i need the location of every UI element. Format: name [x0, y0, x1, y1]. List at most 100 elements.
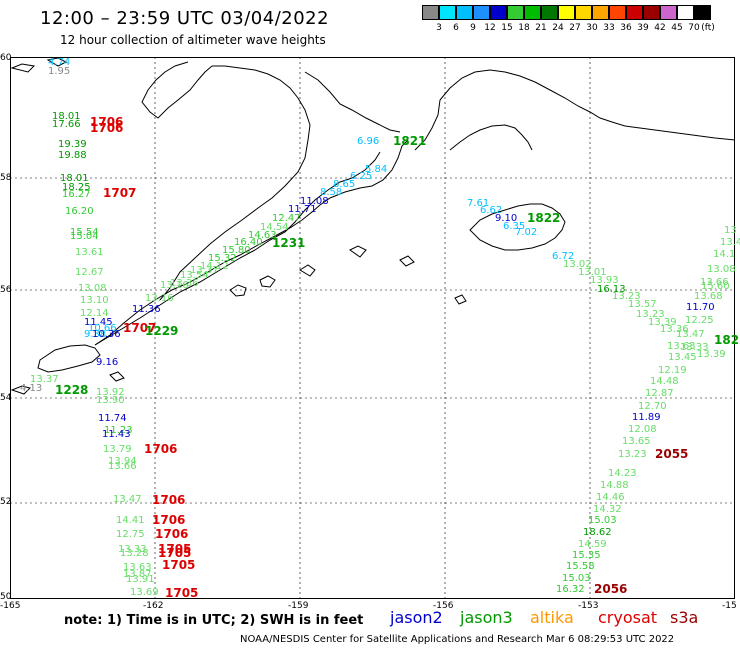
wave-height-value: 13.68 — [694, 291, 723, 302]
pass-time-value: 2056 — [594, 582, 628, 596]
wave-height-value: 11.70 — [686, 302, 715, 313]
color-scale-swatch — [626, 5, 643, 20]
wave-height-value: 12.25 — [685, 315, 714, 326]
color-scale-swatch — [490, 5, 507, 20]
wave-height-value: 13.69 — [130, 587, 159, 598]
color-scale-swatch — [456, 5, 473, 20]
island-small-1 — [349, 245, 367, 258]
lon-label: -162 — [143, 601, 164, 611]
wave-height-value: 13.87 — [123, 569, 152, 580]
color-scale-swatch — [558, 5, 575, 20]
wave-height-value: 9.38 — [84, 329, 107, 340]
color-scale-tick: 42 — [654, 23, 666, 33]
wave-height-value: 11.45 — [84, 317, 113, 328]
color-scale-tick: 27 — [569, 23, 581, 33]
wave-height-value: 19.88 — [58, 150, 87, 161]
wave-height-value: 19.39 — [58, 139, 87, 150]
wave-height-value: 12.67 — [75, 267, 104, 278]
wave-height-value: 11.36 — [132, 304, 161, 315]
pass-time-value: 1231 — [272, 236, 306, 250]
pass-time-value: 1229 — [145, 324, 179, 338]
wave-height-value: 18.62 — [583, 527, 612, 538]
wave-height-value: 8.58 — [320, 187, 343, 198]
wave-height-value: 15.80 — [222, 245, 251, 256]
wave-height-value: 12.75 — [116, 529, 145, 540]
wave-height-value: 4.74 — [48, 57, 71, 68]
lon-label: -156 — [433, 601, 454, 611]
satellite-legend-jason3: jason3 — [460, 608, 513, 627]
wave-height-value: 15.04 — [70, 231, 99, 242]
satellite-legend-s3a: s3a — [670, 608, 699, 627]
color-scale-swatch — [592, 5, 609, 20]
alaska-peninsula-coast — [94, 151, 381, 346]
wave-height-value: 13.65 — [622, 436, 651, 447]
color-scale-swatch — [660, 5, 677, 20]
wave-height-value: 13.16 — [160, 280, 189, 291]
wave-height-value: 13.57 — [628, 299, 657, 310]
color-scale-tick: 39 — [637, 23, 649, 33]
wave-height-value: 16.13 — [597, 284, 626, 295]
wave-height-value: 18.01 — [60, 173, 89, 184]
wave-height-value: 15.54 — [70, 227, 99, 238]
wave-height-value: 8.65 — [333, 179, 356, 190]
wave-height-value: 13.45 — [668, 352, 697, 363]
color-scale-tick: 15 — [501, 23, 513, 33]
color-scale-swatch — [524, 5, 541, 20]
color-scale-tick: 9 — [470, 23, 476, 33]
lat-label: 54 — [0, 393, 12, 403]
lon-label: -159 — [288, 601, 309, 611]
wave-height-value: 13.39 — [648, 317, 677, 328]
color-scale-swatch — [422, 5, 439, 20]
island-small-3 — [454, 294, 467, 305]
wave-height-value: 13.37 — [190, 265, 219, 276]
wave-height-value: 13.33 — [680, 342, 709, 353]
satellite-legend-altika: altika — [530, 608, 574, 627]
wave-height-value: 7.61 — [467, 198, 490, 209]
color-scale-swatch — [694, 5, 711, 20]
color-scale-tick: 21 — [535, 23, 547, 33]
pass-time-value: 1705 — [165, 586, 199, 600]
island-nw — [10, 57, 68, 73]
wave-height-value: 14.54 — [260, 222, 289, 233]
wave-height-value: 13.4 — [720, 237, 740, 248]
lat-label: 60 — [0, 53, 12, 63]
color-scale-swatch — [643, 5, 660, 20]
wave-height-value: 13.90 — [96, 395, 125, 406]
color-scale-swatch — [575, 5, 592, 20]
wave-height-value: 13.66 — [700, 277, 729, 288]
color-scale-tick: 3 — [436, 23, 442, 33]
wave-height-value: 13.33 — [118, 544, 147, 555]
wave-height-value: 13.08 — [78, 283, 107, 294]
color-scale-tick: 6 — [453, 23, 459, 33]
wave-height-value: 16.20 — [65, 206, 94, 217]
coast-north — [304, 71, 401, 133]
pass-time-value: 1705 — [162, 558, 196, 572]
color-scale-swatch — [439, 5, 456, 20]
wave-height-value: 15.32 — [208, 253, 237, 264]
wave-height-value: 12.87 — [645, 388, 674, 399]
lat-label: 52 — [0, 497, 12, 507]
wave-height-value: 10.36 — [92, 329, 121, 340]
wave-height-value: 6.35 — [503, 221, 526, 232]
color-scale-tick: 45 — [671, 23, 683, 33]
unimak-island — [37, 344, 101, 373]
pass-time-value: 182 — [714, 333, 740, 347]
color-scale-swatch — [507, 5, 524, 20]
wave-height-value: 13.94 — [108, 456, 137, 467]
wave-height-value: 13.28 — [120, 548, 149, 559]
wave-height-value: 14.32 — [593, 504, 622, 515]
wave-height-value: 13.79 — [103, 444, 132, 455]
wave-height-value: 9.16 — [96, 357, 119, 368]
wave-height-value: 13.08 — [707, 264, 736, 275]
wave-height-value: 13.02 — [563, 259, 592, 270]
wave-height-value: 14.46 — [596, 492, 625, 503]
page-subtitle: 12 hour collection of altimeter wave hei… — [60, 33, 326, 47]
lat-label: 56 — [0, 285, 12, 295]
wave-height-value: 14.48 — [650, 376, 679, 387]
wave-height-value: 13.63 — [123, 562, 152, 573]
color-scale-swatch — [541, 5, 558, 20]
wave-height-value: 16.40 — [234, 237, 263, 248]
wave-height-value: 12.47 — [272, 213, 301, 224]
wave-height-value: 13.23 — [618, 449, 647, 460]
wave-height-value: 11.23 — [104, 425, 133, 436]
